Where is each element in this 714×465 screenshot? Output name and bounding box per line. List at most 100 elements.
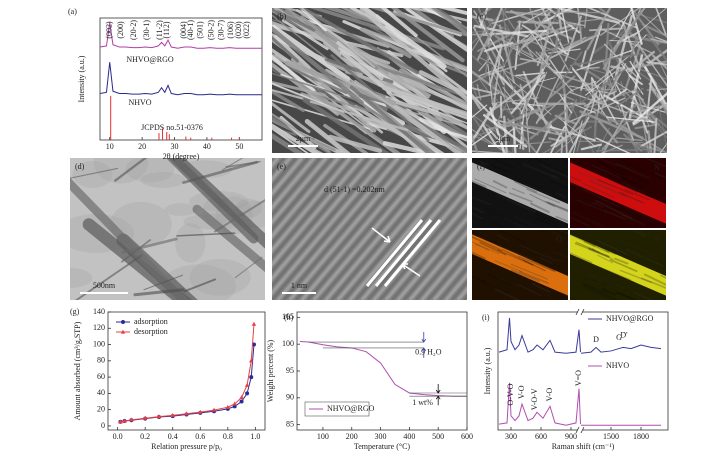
panel-label: (g) <box>70 307 80 316</box>
axis-break <box>575 426 585 434</box>
lattice-fringe <box>272 158 346 246</box>
guide-arrow <box>421 332 427 358</box>
rod <box>497 249 534 266</box>
texture <box>70 268 93 288</box>
rod <box>300 15 339 49</box>
legend-label: NHVO@RGO <box>606 314 654 323</box>
y-axis-title: Intensity (a.u.) <box>483 347 492 394</box>
rod <box>495 288 520 300</box>
lattice-fringe <box>384 201 467 300</box>
rod <box>419 123 467 139</box>
rod <box>549 126 566 153</box>
rod <box>534 212 559 226</box>
rod <box>583 90 617 107</box>
lattice-fringe <box>306 158 430 300</box>
lattice-fringe <box>414 237 467 300</box>
rod <box>234 256 263 279</box>
rod <box>582 182 615 198</box>
rod <box>507 199 537 213</box>
lattice-fringe <box>272 158 376 282</box>
rod <box>613 15 633 82</box>
rod <box>510 263 549 280</box>
rod <box>301 8 376 69</box>
element-label: O <box>556 235 562 244</box>
scale-bar-label: 2μm <box>296 134 311 143</box>
rod <box>579 110 644 140</box>
rod <box>611 247 630 257</box>
rod <box>472 181 490 191</box>
lattice-fringe <box>294 158 418 300</box>
series-line <box>99 22 262 49</box>
rod <box>593 55 630 86</box>
panel-label: (f) <box>477 162 485 171</box>
rod <box>645 78 653 121</box>
rod <box>638 187 654 196</box>
lattice-fringe <box>348 159 467 300</box>
peak-label: (30-1) <box>142 20 151 40</box>
rod <box>523 183 553 197</box>
rod <box>406 8 467 53</box>
rod <box>633 8 667 38</box>
lattice-fringe <box>390 208 467 300</box>
rod <box>637 143 654 153</box>
rod <box>511 102 545 107</box>
rod <box>416 107 467 142</box>
rod <box>555 192 567 199</box>
x-tick-label: 100 <box>317 432 329 441</box>
x-tick-label: 500 <box>432 432 444 441</box>
y-axis-title: Weight percent (%) <box>266 339 275 402</box>
rod <box>479 160 490 166</box>
rod <box>472 15 494 22</box>
rod <box>487 8 503 45</box>
lattice-fringe <box>272 158 388 296</box>
panel-label: (b) <box>277 12 287 21</box>
y-tick-label: 120 <box>93 323 105 332</box>
rod <box>568 21 586 27</box>
rod <box>272 125 324 153</box>
rod <box>570 159 584 167</box>
rod <box>472 196 490 205</box>
axis-break-gap <box>578 428 582 432</box>
rod <box>611 249 639 262</box>
rod <box>359 8 447 69</box>
rod <box>623 133 643 152</box>
rod <box>484 238 502 247</box>
plot-frame <box>107 311 266 431</box>
rod <box>638 190 653 198</box>
rod <box>428 63 467 95</box>
x-tick-label: 300 <box>375 432 387 441</box>
rod <box>608 201 643 219</box>
lattice-fringe <box>272 158 316 211</box>
rod <box>532 11 602 14</box>
peak-label: (020) <box>234 21 243 39</box>
rod <box>517 240 544 254</box>
point-marker <box>249 375 254 380</box>
series-line <box>498 317 662 354</box>
rod <box>495 193 508 201</box>
micrograph: O <box>472 230 568 300</box>
rod <box>626 12 642 36</box>
y-tick-label: 105 <box>282 312 294 321</box>
peak-label: (112) <box>162 21 171 38</box>
rod <box>632 102 667 126</box>
rod <box>643 273 666 286</box>
rod <box>654 172 666 179</box>
element-label: N <box>654 163 660 172</box>
peak-label: (40-1) <box>186 20 195 40</box>
rod <box>540 164 568 179</box>
lattice-fringe <box>444 272 467 300</box>
rod <box>481 123 497 147</box>
rod <box>272 72 357 101</box>
x-tick-label: 0.2 <box>140 432 150 441</box>
rod <box>143 274 184 291</box>
rod <box>309 100 409 132</box>
rod <box>369 62 467 99</box>
point-marker <box>239 399 244 404</box>
rod <box>587 8 637 29</box>
rod <box>654 87 667 152</box>
rod <box>503 217 527 228</box>
peak-label: (30-7) <box>216 20 225 40</box>
y-tick-label: 0 <box>101 421 105 430</box>
rod <box>632 91 667 125</box>
